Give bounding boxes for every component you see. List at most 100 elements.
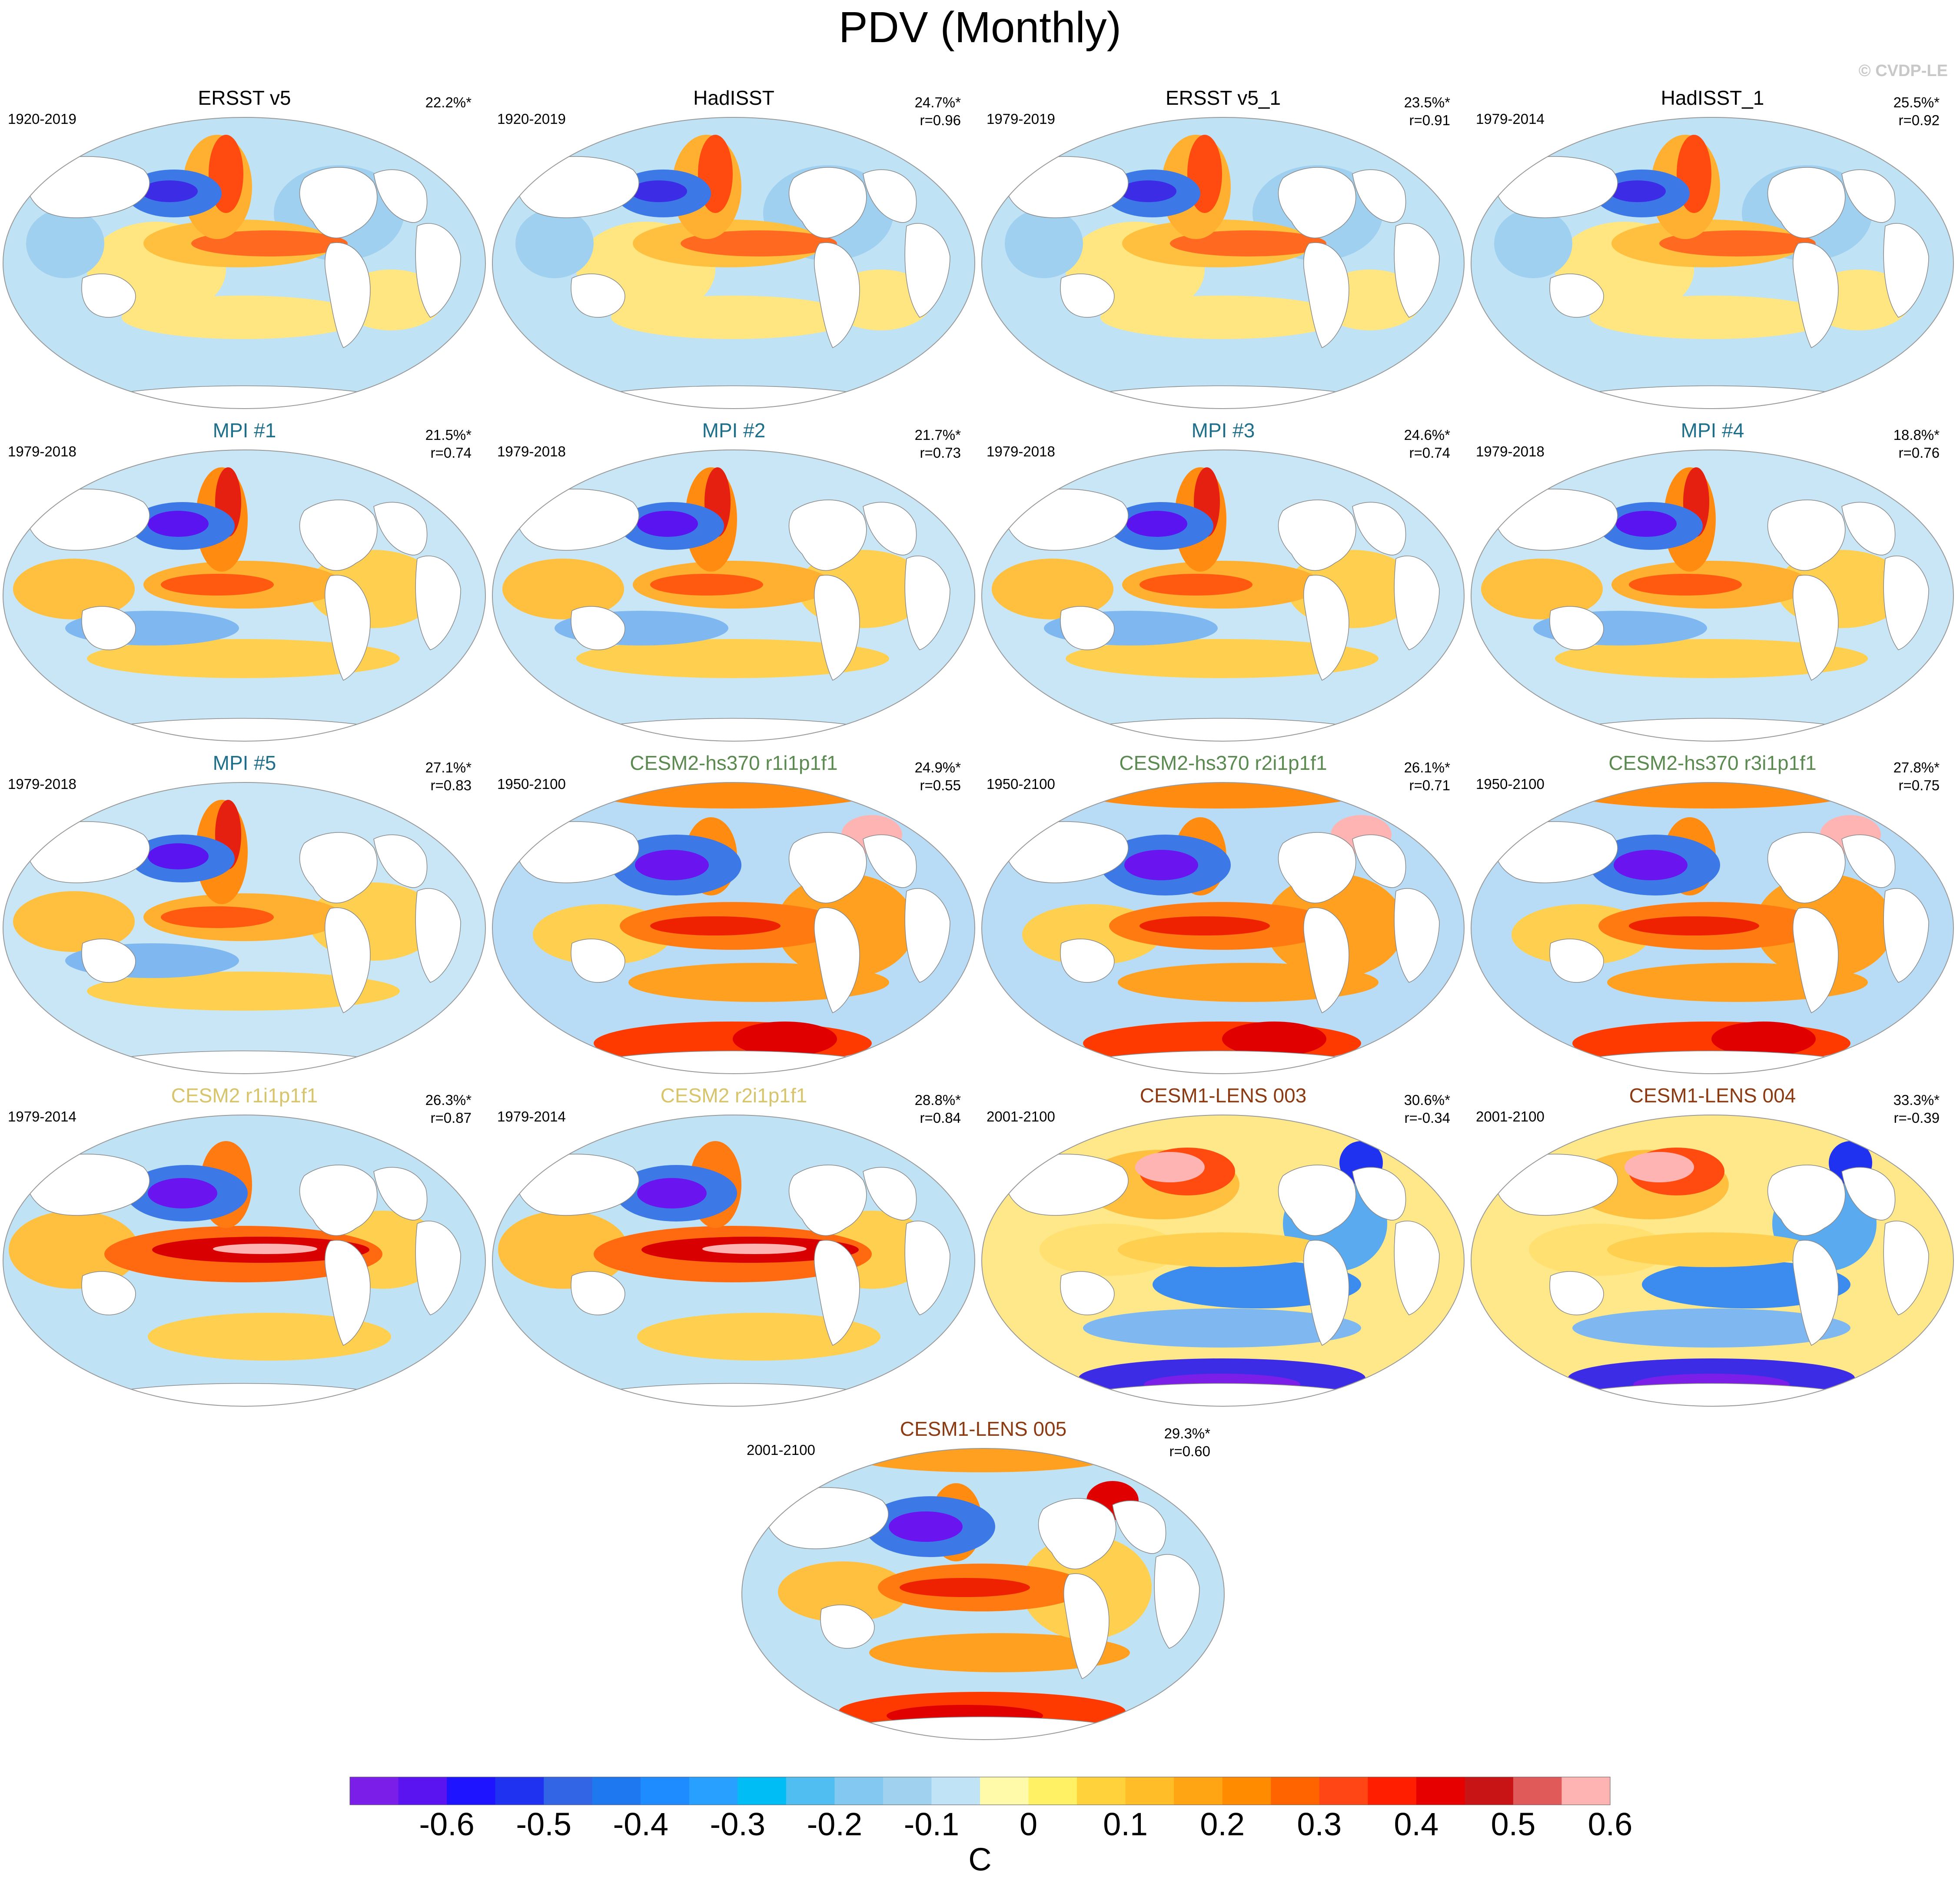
land-mass (1549, 273, 1604, 318)
panel-period: 1979-2018 (987, 443, 1055, 459)
land-mass (1767, 1165, 1846, 1236)
land-mass (1549, 1271, 1604, 1315)
panel-title: MPI #4 (1681, 419, 1744, 442)
sst-anomaly-region (992, 559, 1113, 619)
panel-correlation: r=0.71 (1409, 777, 1451, 794)
land-mass (1495, 1154, 1618, 1216)
colorbar-swatch (1561, 1777, 1611, 1805)
map-border (981, 449, 1465, 742)
panel-stats: 30.6%* r=-0.34 (1404, 1091, 1450, 1127)
map-plot (3, 782, 486, 1074)
sst-anomaly-region (1005, 209, 1083, 278)
map-panel: CESM2 r1i1p1f1 1979-2014 26.3%* r=0.87 (0, 1085, 489, 1415)
panel-variance: 27.8%* (1893, 759, 1940, 775)
panel-variance: 24.6%* (1404, 427, 1450, 443)
panel-stats: 25.5%* r=0.92 (1894, 93, 1940, 130)
land-mass (1792, 242, 1839, 349)
land-mass (1038, 1498, 1116, 1570)
land-mass (1063, 1573, 1110, 1680)
sst-anomaly-region (1083, 1308, 1361, 1348)
land-mass (814, 1240, 860, 1346)
panel-correlation: r=0.74 (430, 445, 472, 461)
land-mass (27, 1154, 150, 1216)
panel-correlation: r=0.84 (920, 1110, 961, 1126)
panel-variance: 26.3%* (425, 1092, 472, 1108)
land-mass (81, 1271, 136, 1315)
land-mass (373, 169, 428, 223)
sst-anomaly-region (122, 296, 365, 339)
land-mass (1883, 1221, 1929, 1315)
colorbar-tick-label: 0.4 (1394, 1806, 1438, 1842)
sst-anomaly-region (1494, 209, 1572, 278)
colorbar-swatch (1513, 1777, 1562, 1805)
panel-variance: 27.1%* (425, 759, 472, 775)
map-panel: CESM2-hs370 r3i1p1f1 1950-2100 27.8%* r=0.7… (1468, 752, 1957, 1082)
colorbar-swatch (1222, 1777, 1271, 1805)
panel-period: 1950-2100 (987, 776, 1055, 792)
map-panel: CESM1-LENS 003 2001-2100 30.6%* r=-0.34 (979, 1085, 1468, 1415)
land-mass (571, 606, 625, 650)
panel-variance: 18.8%* (1893, 427, 1940, 443)
sst-anomaly-region (13, 559, 135, 619)
panel-variance: 23.5%* (1404, 94, 1450, 110)
colorbar-tick-label: -0.5 (516, 1806, 571, 1842)
map-border (1471, 1115, 1954, 1407)
sst-anomaly-region (1124, 850, 1198, 880)
land-mass (324, 242, 371, 349)
land-mass (1303, 575, 1349, 681)
colorbar-swatch (1028, 1777, 1077, 1805)
land-mass (27, 821, 150, 883)
sst-anomaly-region (161, 574, 274, 596)
sst-anomaly-region (1624, 1152, 1694, 1182)
sst-anomaly-region (87, 639, 400, 678)
panel-correlation: r=0.87 (430, 1110, 472, 1126)
map-panel: HadISST_1 1979-2014 25.5%* r=0.92 (1468, 87, 1957, 417)
map-border (492, 117, 975, 409)
land-mass (1005, 821, 1129, 883)
panel-stats: 23.5%* r=0.91 (1404, 93, 1450, 130)
figure-title: PDV (Monthly) (838, 3, 1122, 52)
map-border (3, 1115, 486, 1407)
land-mass (1841, 1167, 1896, 1221)
land-mass (1005, 489, 1129, 551)
sst-anomaly-region (650, 574, 763, 596)
land-mass (373, 502, 428, 556)
map-border (492, 782, 975, 1074)
land-mass (571, 1271, 625, 1315)
map-border (3, 449, 486, 742)
land-mass (820, 1604, 875, 1649)
land-mass (765, 1487, 889, 1549)
panel-title: HadISST (693, 87, 774, 109)
panel-variance: 30.6%* (1404, 1092, 1450, 1108)
colorbar-swatch (834, 1777, 884, 1805)
panel-title: CESM2 r1i1p1f1 (171, 1084, 318, 1107)
land-mass (1394, 556, 1440, 650)
land-mass (373, 834, 428, 888)
land-mass (863, 834, 917, 888)
colorbar-swatch (544, 1777, 593, 1805)
colorbar-swatch (447, 1777, 496, 1805)
panel-period: 1979-2018 (1476, 443, 1545, 459)
land-mass (788, 167, 867, 239)
colorbar-swatch (350, 1777, 399, 1805)
sst-anomaly-region (637, 1178, 707, 1208)
panel-stats: 18.8%* r=0.76 (1894, 426, 1940, 462)
panel-period: 1920-2019 (497, 111, 566, 127)
panel-stats: 21.7%* r=0.73 (915, 426, 961, 462)
sst-anomaly-region (1711, 1022, 1816, 1056)
land-mass (415, 223, 461, 318)
land-mass (904, 223, 950, 318)
panel-variance: 24.7%* (914, 94, 961, 110)
panel-period: 1979-2019 (987, 111, 1055, 127)
sst-anomaly-region (635, 850, 709, 880)
panel-variance: 21.5%* (425, 427, 472, 443)
land-mass (904, 888, 950, 983)
land-mass (516, 821, 639, 883)
land-mass (1883, 888, 1929, 983)
sst-anomaly-region (681, 230, 837, 256)
colorbar-tick-label: -0.6 (419, 1806, 475, 1842)
panel-correlation: r=0.96 (920, 112, 961, 129)
land-mass (1394, 1221, 1440, 1315)
panel-period: 1979-2018 (497, 443, 566, 459)
land-mass (788, 1165, 867, 1236)
